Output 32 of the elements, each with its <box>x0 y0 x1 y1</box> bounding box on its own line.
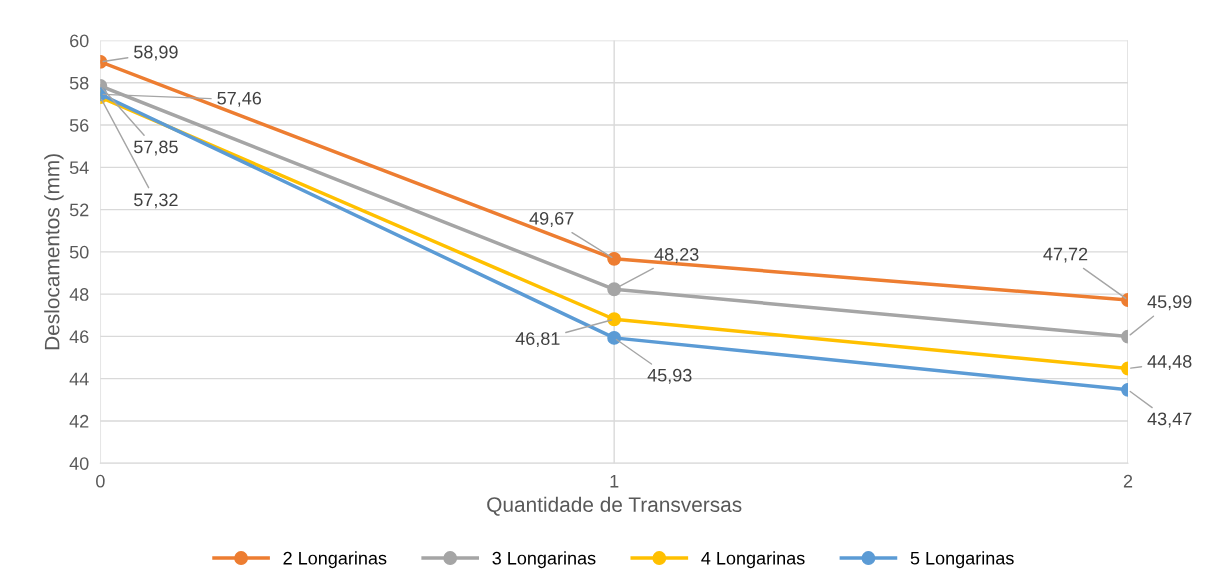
x-axis-title: Quantidade de Transversas <box>487 496 742 516</box>
y-axis-title: Deslocamentos (mm) <box>44 154 64 350</box>
y-tick-label: 52 <box>69 203 89 217</box>
y-tick-label: 46 <box>69 330 89 344</box>
data-label: 45,99 <box>1147 295 1192 311</box>
data-label: 47,72 <box>1043 247 1088 263</box>
legend-label: 3 Longarinas <box>492 551 596 569</box>
y-tick-label: 60 <box>70 34 89 48</box>
data-label: 43,47 <box>1147 412 1192 428</box>
data-label: 44,48 <box>1147 355 1192 370</box>
data-label: 49,67 <box>529 212 574 227</box>
data-label: 57,85 <box>134 140 178 156</box>
data-label: 45,93 <box>647 368 692 384</box>
y-tick-label: 44 <box>69 372 89 386</box>
y-tick-label: 54 <box>69 161 89 175</box>
x-tick-label: 1 <box>610 474 619 488</box>
legend-label: 5 Longarinas <box>910 551 1014 569</box>
y-tick-label: 56 <box>69 119 89 132</box>
y-tick-label: 50 <box>69 245 89 259</box>
data-label: 58,99 <box>134 45 178 61</box>
x-tick-label: 0 <box>96 474 105 488</box>
legend-label: 4 Longarinas <box>701 551 805 569</box>
y-tick-label: 40 <box>69 457 89 470</box>
y-tick-label: 42 <box>69 414 89 428</box>
legend-label: 2 Longarinas <box>283 551 387 569</box>
data-label: 48,23 <box>654 248 699 263</box>
data-label: 57,46 <box>217 91 262 107</box>
data-label: 46,81 <box>515 332 560 348</box>
data-label: 57,32 <box>134 193 178 209</box>
y-tick-label: 58 <box>69 76 89 90</box>
y-tick-label: 48 <box>69 288 89 301</box>
x-tick-label: 2 <box>1123 474 1133 488</box>
